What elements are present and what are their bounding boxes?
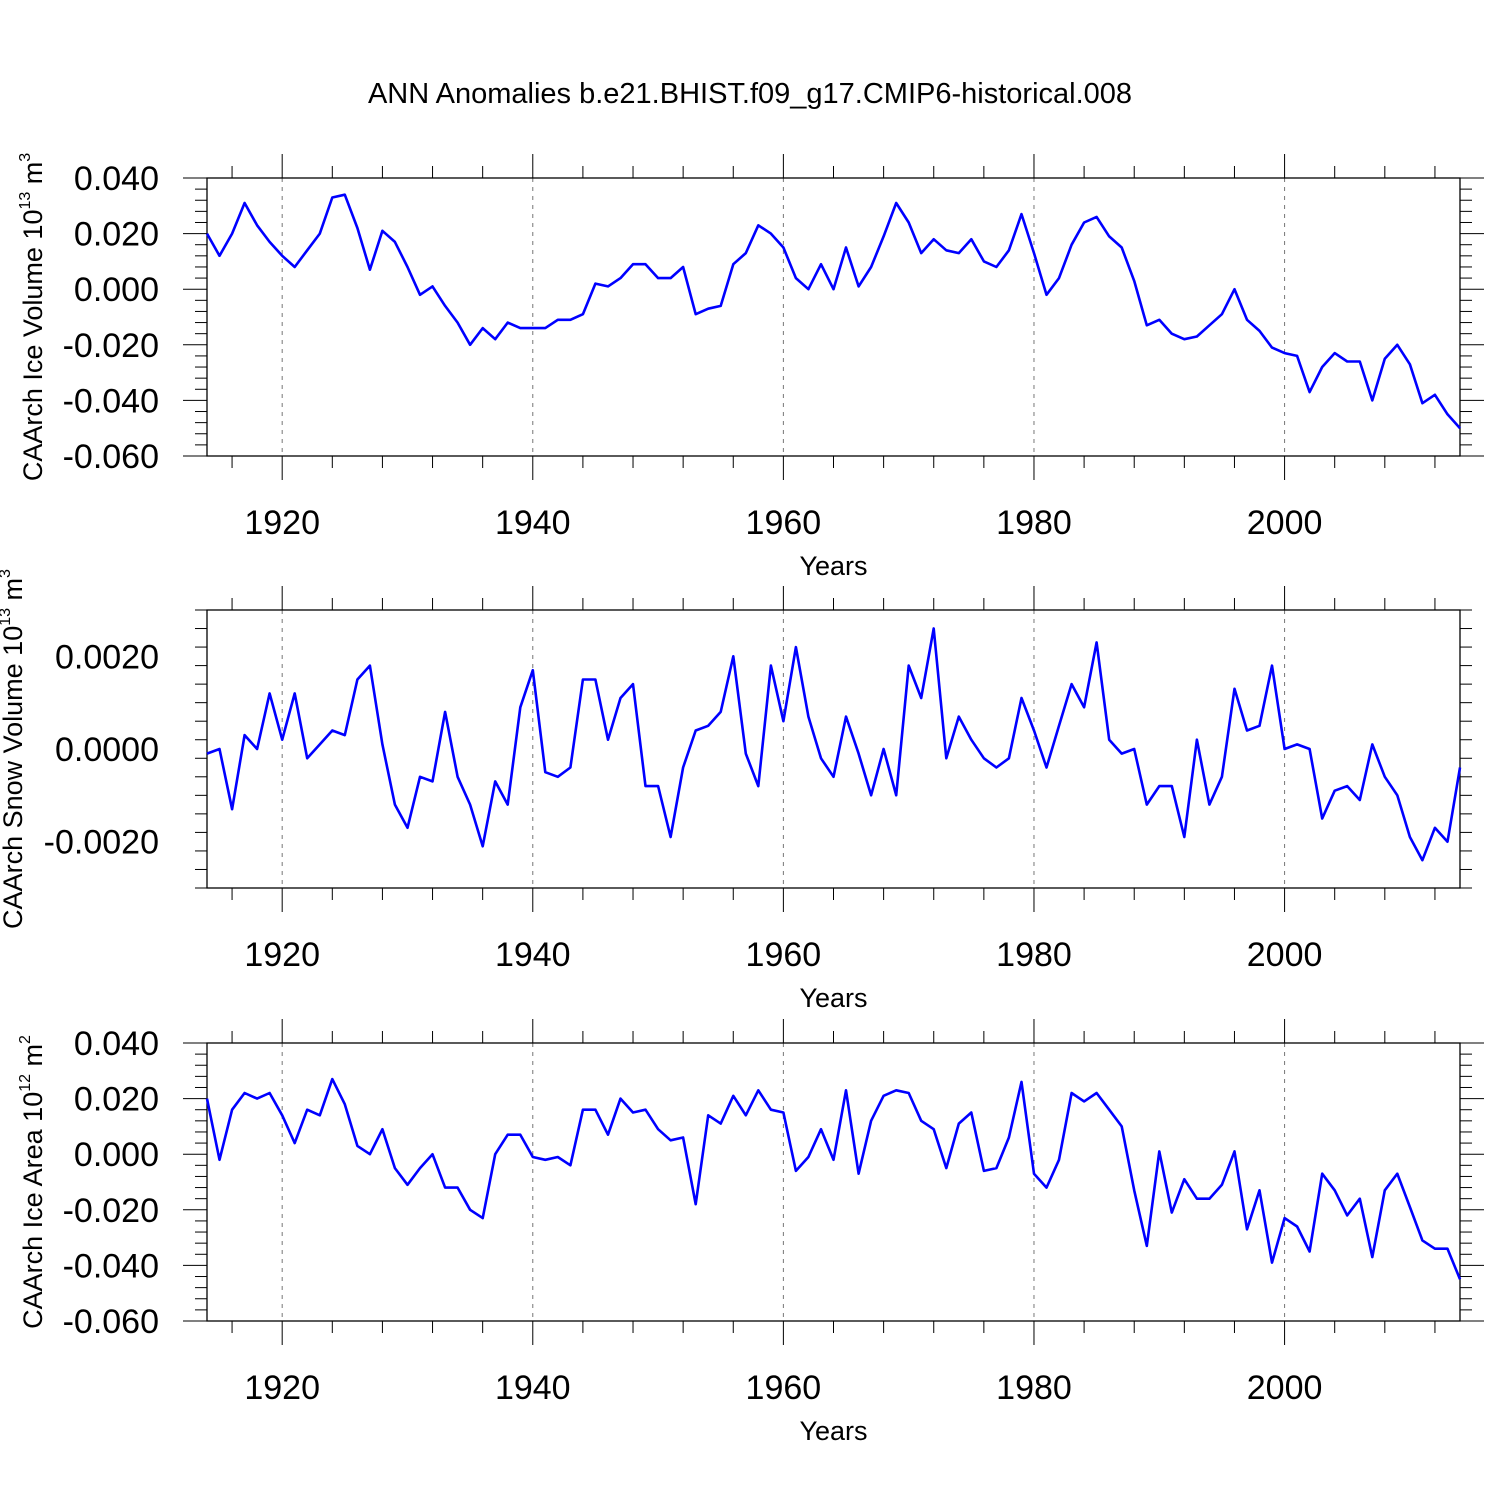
y-tick-label: 0.000: [74, 1136, 159, 1174]
panel-1: -0.060 -0.040 -0.020 0.000 0.020 0.040 1920 194…: [17, 153, 1484, 581]
series-line: [205, 1077, 1462, 1280]
x-tick-label: 2000: [1247, 936, 1323, 974]
x-tick-label: 1940: [495, 504, 571, 542]
y-tick-label: -0.040: [63, 382, 159, 420]
y-tick-label: 0.040: [74, 1025, 159, 1063]
y-axis-label: CAArch Ice Area 1012 m2: [17, 1035, 48, 1329]
y-tick-label: 0.040: [74, 160, 159, 198]
series-line: [205, 193, 1461, 430]
x-tick-label: 2000: [1247, 504, 1323, 542]
x-tick-label: 1980: [996, 504, 1072, 542]
y-tick-label: -0.040: [63, 1247, 159, 1285]
x-tick-label: 1920: [244, 504, 320, 542]
x-tick-label: 1920: [244, 936, 320, 974]
y-tick-label: 0.0020: [55, 638, 159, 676]
y-axis-label: CAArch Ice Volume 1013 m3: [17, 153, 48, 481]
panel-2: -0.0020 0.0000 0.0020 1920 1940 1960 1980 2000 Y…: [0, 569, 1472, 1013]
y-tick-label: -0.020: [63, 327, 159, 365]
plot-frame: [206, 177, 1461, 457]
x-tick-label: 1980: [996, 936, 1072, 974]
x-tick-label: 1960: [746, 1369, 822, 1407]
y-tick-label: 0.020: [74, 216, 159, 254]
y-tick-label: -0.020: [63, 1192, 159, 1230]
x-axis-label: Years: [799, 551, 867, 581]
y-tick-label: -0.060: [63, 438, 159, 476]
x-tick-label: 1960: [746, 504, 822, 542]
x-tick-label: 2000: [1247, 1369, 1323, 1407]
series-line: [206, 627, 1462, 862]
x-axis-label: Years: [799, 1416, 867, 1446]
x-tick-label: 1920: [244, 1369, 320, 1407]
panel-3: -0.060 -0.040 -0.020 0.000 0.020 0.040 1920 194…: [17, 1019, 1484, 1446]
x-tick-label: 1940: [495, 1369, 571, 1407]
plot-frame: [206, 1042, 1461, 1322]
y-tick-label: -0.0020: [44, 824, 159, 862]
x-axis-label: Years: [799, 983, 867, 1013]
plot-frame: [206, 609, 1461, 889]
y-axis-label: CAArch Snow Volume 1013 m3: [0, 569, 28, 929]
figure-title: ANN Anomalies b.e21.BHIST.f09_g17.CMIP6-…: [367, 78, 1133, 110]
y-tick-label: 0.020: [74, 1081, 159, 1119]
y-tick-label: 0.0000: [55, 731, 159, 769]
x-tick-label: 1980: [996, 1369, 1072, 1407]
y-tick-label: -0.060: [63, 1303, 159, 1341]
y-tick-label: 0.000: [74, 271, 159, 309]
x-tick-label: 1960: [746, 936, 822, 974]
x-tick-label: 1940: [495, 936, 571, 974]
